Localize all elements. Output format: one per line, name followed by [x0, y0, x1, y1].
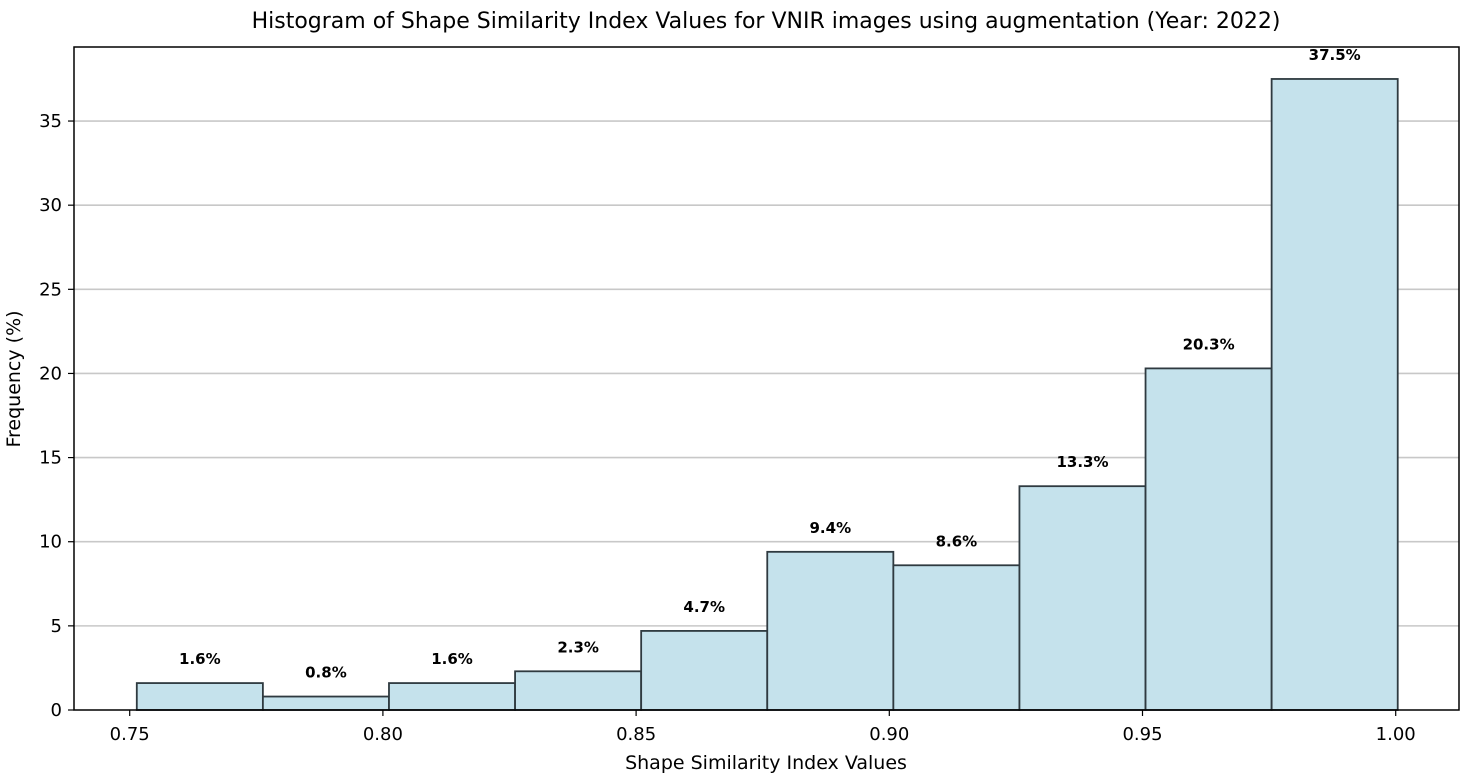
x-tick-label: 0.75 [110, 724, 150, 745]
x-axis-label: Shape Similarity Index Values [625, 752, 907, 774]
y-axis-ticks: 0 5 10 15 20 25 30 35 [39, 111, 74, 721]
histogram-bar [261, 695, 390, 711]
bar-value-label: 4.7% [683, 598, 725, 616]
x-tick-label: 0.85 [616, 724, 656, 745]
x-tick-label: 0.80 [363, 724, 403, 745]
y-tick-label: 30 [39, 195, 62, 216]
histogram-bar [1144, 367, 1273, 711]
bar-value-label: 0.8% [305, 664, 347, 682]
y-tick-label: 35 [39, 111, 62, 132]
x-tick-label: 0.90 [869, 724, 909, 745]
bar-value-label: 8.6% [936, 532, 978, 550]
y-tick-label: 20 [39, 363, 62, 384]
histogram-bar [640, 630, 769, 711]
x-tick-label: 1.00 [1376, 724, 1416, 745]
bar-value-label: 1.6% [431, 650, 473, 668]
bar-value-label: 9.4% [810, 519, 852, 537]
histogram-bar [388, 682, 516, 711]
bar-value-label: 13.3% [1056, 453, 1108, 471]
histogram-bar [514, 670, 643, 711]
histogram-bar [892, 564, 1021, 711]
bars [135, 78, 1399, 711]
histogram-bar [1018, 485, 1147, 711]
plot-frame [73, 46, 1460, 711]
histogram-bar [135, 682, 264, 711]
grid-lines [74, 120, 1459, 627]
bar-value-label: 1.6% [179, 650, 221, 668]
y-tick-label: 0 [51, 700, 62, 721]
x-tick-label: 0.95 [1122, 724, 1162, 745]
y-tick-label: 10 [39, 532, 62, 553]
bar-value-label: 2.3% [557, 638, 599, 656]
y-tick-label: 5 [51, 616, 62, 637]
bar-value-label: 37.5% [1309, 46, 1361, 64]
y-tick-label: 15 [39, 448, 62, 469]
bar-value-label: 20.3% [1183, 335, 1235, 353]
histogram-bar [766, 550, 895, 711]
y-axis-label: Frequency (%) [3, 310, 25, 447]
y-tick-label: 25 [39, 279, 62, 300]
histogram-bar [1270, 78, 1399, 711]
x-axis-ticks: 0.75 0.80 0.85 0.90 0.95 1.00 [110, 710, 1416, 745]
bar-labels: 1.6% 0.8% 1.6% 2.3% 4.7% 9.4% 8.6% 13.3% 20.3% 37… [179, 46, 1361, 682]
chart-title: Histogram of Shape Similarity Index Valu… [252, 9, 1281, 34]
